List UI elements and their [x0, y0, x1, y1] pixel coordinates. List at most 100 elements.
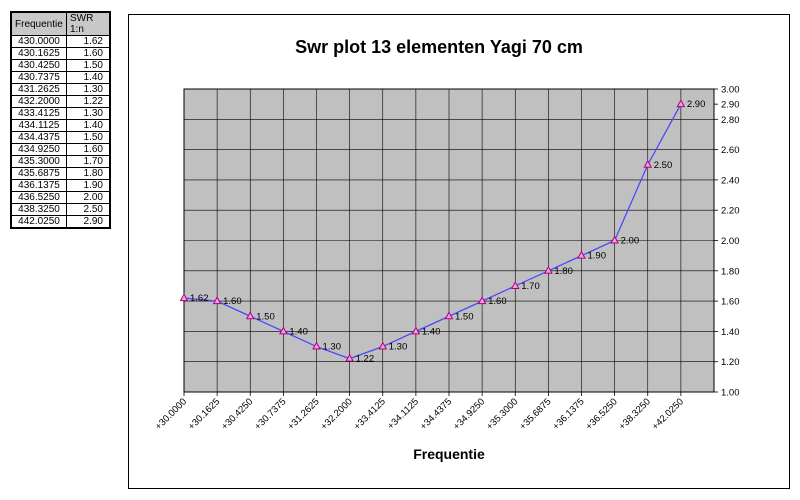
swr-cell: 1.30	[66, 83, 111, 96]
data-point-marker	[312, 341, 321, 350]
table-row: 436.5250 2.00	[10, 191, 111, 204]
swr-chart: Swr plot 13 elementen Yagi 70 cm 1.00 1.2…	[153, 37, 740, 462]
y-tick-label: 1.40	[721, 327, 740, 338]
swr-cell: 1.22	[66, 95, 111, 108]
markers	[179, 99, 686, 362]
table-row: 432.2000 1.22	[10, 95, 111, 108]
data-label: 1.60	[223, 296, 242, 307]
table-row: 430.1625 1.60	[10, 47, 111, 60]
y-axis: 1.00 1.20 1.40 1.60 1.80 2.00 2.20 2.40 2.60 2.80…	[714, 85, 740, 399]
swr-cell: 2.50	[66, 203, 111, 216]
data-label: 1.70	[521, 281, 540, 292]
table-row: 434.4375 1.50	[10, 131, 111, 144]
grid-lines	[184, 89, 714, 392]
frequency-cell: 433.4125	[10, 107, 67, 120]
data-label: 2.00	[621, 236, 640, 247]
x-tick-label: +30.0000	[153, 396, 189, 432]
y-tick-label: 1.60	[721, 297, 740, 308]
frequency-cell: 436.1375	[10, 179, 67, 192]
swr-cell: 1.60	[66, 47, 111, 60]
frequency-cell: 434.1125	[10, 119, 67, 132]
swr-cell: 1.80	[66, 167, 111, 180]
data-label: 2.50	[654, 160, 673, 171]
data-point-marker	[179, 293, 189, 302]
y-tick-label: 2.40	[721, 175, 740, 186]
y-tick-label: 1.00	[721, 388, 740, 399]
swr-cell: 1.60	[66, 143, 111, 156]
data-point-marker	[345, 353, 354, 362]
data-point-marker	[212, 296, 222, 305]
y-tick-label: 1.80	[721, 266, 740, 277]
table-row: 433.4125 1.30	[10, 107, 111, 120]
table-row: 434.9250 1.60	[10, 143, 111, 156]
data-label: 1.80	[554, 266, 573, 277]
data-label: 1.62	[190, 293, 209, 304]
table-row: 434.1125 1.40	[10, 119, 111, 132]
data-label: 1.50	[256, 311, 275, 322]
data-label: 1.40	[422, 326, 441, 337]
data-point-marker	[544, 265, 553, 274]
data-point-marker	[610, 235, 619, 244]
table-row: 438.3250 2.50	[10, 203, 111, 216]
table-header-row: Frequentie SWR 1:n	[10, 11, 111, 36]
chart-title: Swr plot 13 elementen Yagi 70 cm	[295, 37, 583, 57]
frequency-cell: 434.9250	[10, 143, 67, 156]
y-tick-label: 2.00	[721, 236, 740, 247]
frequency-cell: 435.6875	[10, 167, 67, 180]
swr-cell: 1.40	[66, 71, 111, 84]
swr-cell: 1.40	[66, 119, 111, 132]
data-label: 1.30	[389, 342, 408, 353]
x-tick-label: +30.1625	[186, 396, 222, 432]
table-row: 442.0250 2.90	[10, 215, 111, 229]
x-tick-label: +38.3250	[617, 396, 653, 432]
y-tick-label: 2.20	[721, 206, 740, 217]
x-tick-label: +35.6875	[518, 396, 554, 432]
swr-cell: 1.50	[66, 131, 111, 144]
x-tick-label: +42.0250	[650, 396, 686, 432]
x-tick-label: +36.5250	[584, 396, 620, 432]
data-point-marker	[477, 296, 487, 305]
y-tick-label: 2.60	[721, 145, 740, 156]
data-point-marker	[444, 311, 454, 320]
table-row: 435.6875 1.80	[10, 167, 111, 180]
y-tick-label: 1.20	[721, 357, 740, 368]
data-label: 1.50	[455, 311, 474, 322]
frequency-cell: 436.5250	[10, 191, 67, 204]
data-label: 1.22	[356, 354, 375, 365]
table-row: 430.7375 1.40	[10, 71, 111, 84]
frequency-cell: 431.2625	[10, 83, 67, 96]
data-point-marker	[411, 326, 421, 335]
table-body: 430.0000 1.62 430.1625 1.60 430.4250 1.50 430.…	[10, 35, 111, 229]
swr-cell: 2.00	[66, 191, 111, 204]
y-tick-label: 2.90	[721, 100, 740, 111]
frequency-cell: 430.0000	[10, 35, 67, 48]
frequency-cell: 442.0250	[10, 215, 67, 229]
x-tick-label: +34.1125	[386, 396, 421, 431]
x-tick-label: +32.2000	[319, 396, 355, 432]
header-swr: SWR 1:n	[66, 11, 111, 36]
data-label: 1.90	[588, 251, 607, 262]
data-label: 2.90	[687, 99, 706, 110]
swr-cell: 2.90	[66, 215, 111, 229]
x-axis: +30.0000+30.1625+30.4250+30.7375+31.2625…	[153, 392, 686, 432]
swr-cell: 1.70	[66, 155, 111, 168]
frequency-cell: 430.1625	[10, 47, 67, 60]
data-point-marker	[676, 99, 686, 108]
x-tick-label: +36.1375	[551, 396, 587, 432]
frequency-cell: 435.3000	[10, 155, 67, 168]
x-tick-label: +31.2625	[286, 396, 322, 432]
data-point-marker	[245, 311, 255, 320]
table-row: 436.1375 1.90	[10, 179, 111, 192]
data-point-marker	[577, 250, 586, 259]
table-row: 431.2625 1.30	[10, 83, 111, 96]
x-tick-label: +30.4250	[219, 396, 255, 432]
frequency-cell: 430.7375	[10, 71, 67, 84]
data-point-marker	[279, 326, 288, 335]
frequency-cell: 430.4250	[10, 59, 67, 72]
frequency-cell: 434.4375	[10, 131, 67, 144]
data-point-marker	[510, 280, 520, 289]
x-axis-title: Frequentie	[413, 446, 485, 462]
data-label: 1.40	[289, 326, 308, 337]
swr-cell: 1.62	[66, 35, 111, 48]
data-label: 1.60	[488, 296, 507, 307]
